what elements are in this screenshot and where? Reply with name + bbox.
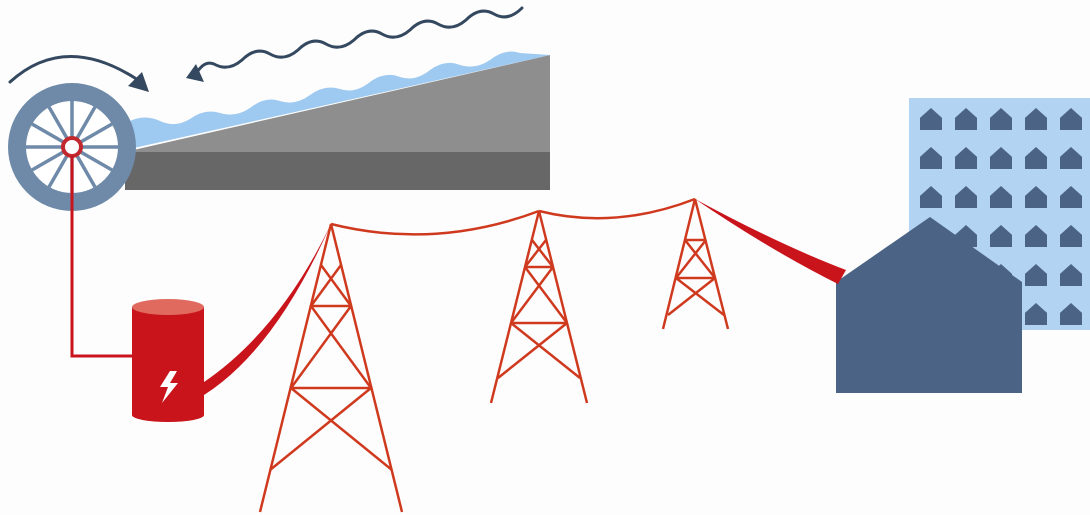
river-channel [125,51,550,190]
building-window [955,108,977,130]
curved-arrow-icon [8,55,149,92]
bank-lower [125,152,550,190]
building-window [1025,303,1047,325]
water-wheel [8,83,136,211]
power-line-2 [538,197,696,220]
building-window [1060,303,1082,325]
building-window [955,147,977,169]
building-window [1060,186,1082,208]
generator-cable [70,156,132,358]
rotation-arrow-head [128,72,149,92]
building-window [1060,147,1082,169]
building-window [1025,225,1047,247]
building-window [955,186,977,208]
feeder-ribbon [204,224,331,395]
building-window [1060,225,1082,247]
generator [132,299,204,422]
bank-upper [125,55,550,152]
generator-top [132,299,204,315]
building-window [1025,264,1047,286]
house-feeder-ribbon [695,199,846,284]
flow-arrow-line [194,6,524,76]
building-window [920,186,942,208]
building-window [920,147,942,169]
building-window [920,108,942,130]
building-window [990,147,1012,169]
flowing-water [125,51,550,150]
building-window [1060,108,1082,130]
building-window [990,108,1012,130]
rotation-arrow-line [8,55,140,84]
building-window [1025,186,1047,208]
lightning-bolt-icon [160,371,178,403]
building-window [1060,264,1082,286]
building-window [1025,147,1047,169]
transmission-tower-3 [661,198,730,330]
building-window [990,225,1012,247]
wheel-hub [61,136,83,158]
building-window [1025,108,1047,130]
generator-body [132,307,204,415]
transmission-tower-1 [258,223,404,513]
generator-bottom [132,408,204,422]
transmission-tower-2 [489,210,589,404]
wavy-arrow-icon [186,6,524,82]
power-lines [330,197,696,236]
power-line-1 [330,209,540,236]
house-icon [836,217,1022,393]
building-window [990,186,1012,208]
flow-arrow-head [186,64,204,82]
